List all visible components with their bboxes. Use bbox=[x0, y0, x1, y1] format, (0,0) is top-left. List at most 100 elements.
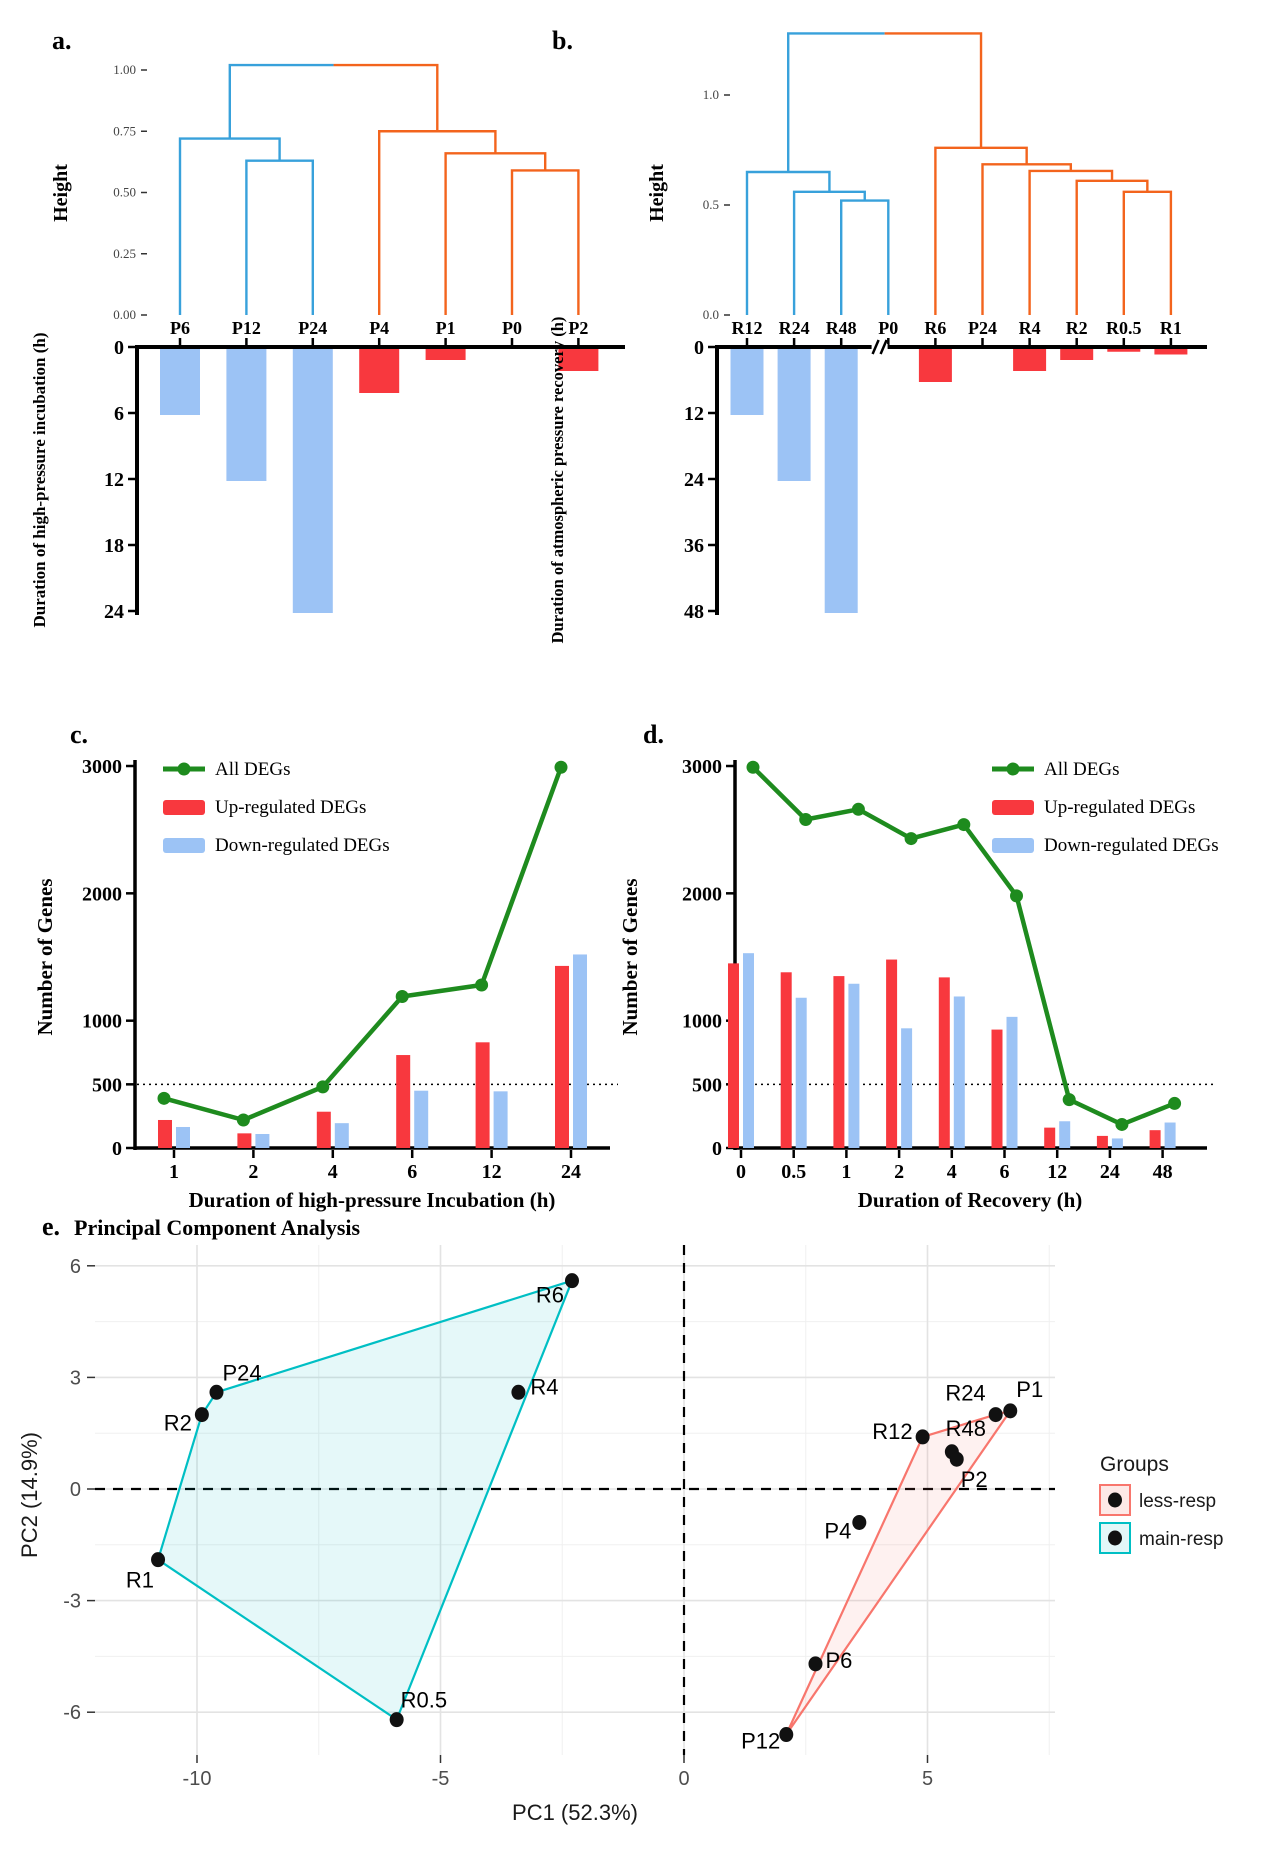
ytick-label: 12 bbox=[104, 469, 124, 491]
dendrogram-link bbox=[884, 32, 983, 148]
panel-a-graphics: 1.00 0.75 0.50 0.25 0.00 P6 P12 P24 P4 P1 P0 P2 0 6 12… bbox=[104, 62, 625, 623]
data-point-R12 bbox=[915, 1429, 930, 1445]
data-point bbox=[799, 812, 813, 826]
data-point-P1 bbox=[1003, 1403, 1018, 1419]
panel-e-graphics: R6 R4 P24 R2 R1 R0.5 P1 R24 R12 R48 P2 P4 P6 P12 -10 -5… bbox=[63, 1245, 1223, 1790]
point-label: R4 bbox=[530, 1374, 558, 1399]
category-label: P12 bbox=[232, 318, 261, 338]
bar bbox=[1096, 1135, 1108, 1148]
point-label: P1 bbox=[1016, 1377, 1043, 1402]
point-label: P6 bbox=[825, 1648, 852, 1673]
data-point bbox=[957, 818, 971, 832]
bar bbox=[493, 1091, 508, 1148]
ytick-label: 1000 bbox=[682, 1011, 722, 1033]
legend-dot bbox=[177, 762, 191, 776]
group-hull-main-resp bbox=[156, 1279, 574, 1721]
xtick-label: 0 bbox=[736, 1161, 746, 1183]
xtick-label: 6 bbox=[407, 1161, 417, 1183]
bar bbox=[848, 983, 860, 1148]
data-point-P4 bbox=[852, 1514, 867, 1530]
bar bbox=[226, 349, 267, 481]
xtick-label: 24 bbox=[1100, 1161, 1120, 1183]
ytick-label: 0 bbox=[112, 1138, 122, 1160]
panel-e-legend-title: Groups bbox=[1100, 1453, 1169, 1476]
legend-swatch-main-resp bbox=[1099, 1522, 1131, 1554]
point-label: R48 bbox=[946, 1416, 986, 1441]
ytick-label: 0 bbox=[70, 1479, 81, 1501]
panel-c-xlabel: Duration of high-pressure Incubation (h) bbox=[189, 1188, 556, 1212]
data-point bbox=[236, 1113, 250, 1127]
point-label: R2 bbox=[164, 1411, 192, 1436]
xtick-label: 0.5 bbox=[781, 1161, 806, 1183]
xtick-label: 0 bbox=[678, 1768, 689, 1790]
data-point bbox=[395, 989, 409, 1003]
bar bbox=[780, 972, 792, 1148]
panel-c-chart: Number of Genes Duration of high-pressur… bbox=[33, 756, 618, 1212]
bar bbox=[901, 1028, 913, 1148]
panel-b-chart: Height Duration of atmospheric pressure … bbox=[548, 32, 1207, 643]
panel-d-letter: d. bbox=[643, 720, 664, 749]
dendro-ytick-label: 0.00 bbox=[113, 307, 136, 322]
data-point bbox=[1062, 1093, 1076, 1107]
category-label: P2 bbox=[568, 318, 588, 338]
legend-swatch bbox=[992, 838, 1034, 853]
ytick-label: 24 bbox=[104, 601, 124, 623]
dendrogram-link bbox=[934, 146, 1028, 315]
point-label: R12 bbox=[872, 1419, 912, 1444]
bar bbox=[1164, 1122, 1176, 1148]
data-point-R2 bbox=[194, 1407, 209, 1423]
ytick-label: 6 bbox=[70, 1256, 81, 1278]
dendrogram-link bbox=[178, 137, 281, 315]
bar bbox=[237, 1133, 252, 1148]
category-label: R0.5 bbox=[1106, 318, 1142, 338]
legend-label: Up-regulated DEGs bbox=[215, 797, 366, 818]
dendrogram-link bbox=[333, 63, 439, 132]
xtick-label: 1 bbox=[841, 1161, 851, 1183]
line-series bbox=[163, 766, 564, 1123]
dendro-ytick-label: 1.00 bbox=[113, 62, 136, 77]
category-label: R6 bbox=[924, 318, 946, 338]
panel-e-chart: PC2 (14.9%) PC1 (52.3%) Groups R6 R4 P24 R2… bbox=[17, 1245, 1223, 1825]
bar bbox=[1149, 1130, 1161, 1148]
bar bbox=[158, 1119, 172, 1148]
bar bbox=[1059, 1121, 1071, 1148]
bar bbox=[777, 349, 811, 481]
category-label: R24 bbox=[779, 318, 810, 338]
point-label: R6 bbox=[536, 1283, 564, 1308]
ytick-label: 2000 bbox=[82, 883, 122, 905]
dendrogram-link bbox=[444, 152, 547, 315]
data-point-P2 bbox=[949, 1451, 964, 1467]
legend-swatch bbox=[992, 800, 1034, 815]
data-point-R24 bbox=[988, 1407, 1003, 1423]
ytick-label: -6 bbox=[63, 1702, 81, 1724]
dendrogram-link bbox=[792, 190, 866, 315]
ytick-label: 12 bbox=[684, 403, 704, 425]
bar bbox=[425, 349, 466, 360]
panel-e-xlabel: PC1 (52.3%) bbox=[512, 1800, 638, 1825]
data-point bbox=[554, 760, 568, 774]
xtick-label: -5 bbox=[432, 1768, 450, 1790]
category-label: R12 bbox=[732, 318, 763, 338]
dendro-ytick-label: 0.50 bbox=[113, 185, 136, 200]
bar bbox=[396, 1055, 411, 1148]
category-label: P0 bbox=[502, 318, 522, 338]
bar bbox=[728, 963, 739, 1148]
data-point-R6 bbox=[564, 1273, 579, 1289]
xtick-label: 4 bbox=[328, 1161, 338, 1183]
data-point-P12 bbox=[779, 1727, 794, 1743]
data-point-R4 bbox=[511, 1384, 526, 1400]
category-label: P6 bbox=[170, 318, 190, 338]
bar bbox=[991, 1029, 1003, 1148]
ytick-label: 500 bbox=[92, 1074, 122, 1096]
dendrogram-link bbox=[745, 170, 831, 315]
ytick-label: 36 bbox=[684, 535, 704, 557]
xtick-label: 48 bbox=[1153, 1161, 1173, 1183]
legend-label: Up-regulated DEGs bbox=[1044, 797, 1195, 818]
xtick-label: 12 bbox=[482, 1161, 502, 1183]
bar bbox=[316, 1111, 331, 1148]
dendro-ytick-label: 0.25 bbox=[113, 246, 136, 261]
dendrogram-link bbox=[245, 159, 314, 315]
dendro-ytick-label: 0.0 bbox=[703, 307, 719, 322]
